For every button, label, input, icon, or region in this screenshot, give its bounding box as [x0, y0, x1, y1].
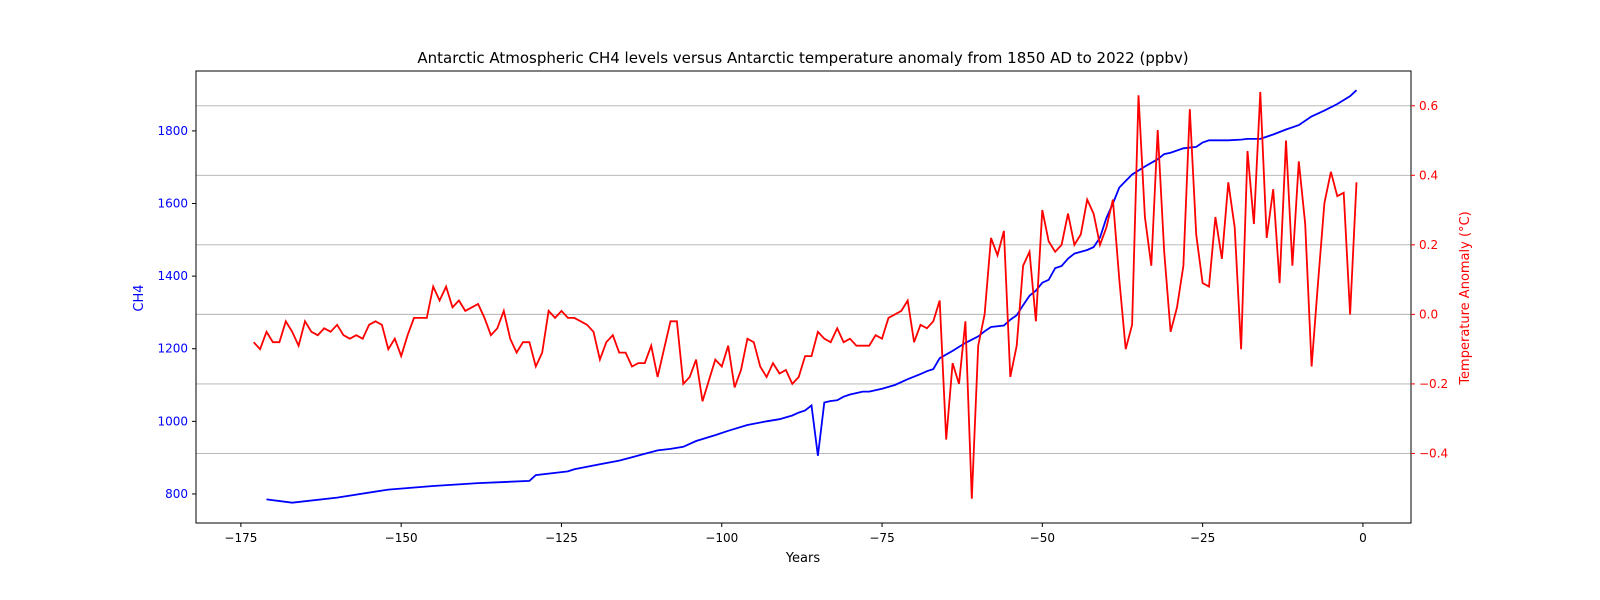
x-tick-label: 0	[1359, 531, 1367, 545]
gridlines	[196, 105, 1411, 454]
y-axis-label-left: CH4	[132, 284, 147, 311]
y-tick-label-right: −0.2	[1419, 377, 1448, 391]
series-line-ch4	[266, 89, 1358, 504]
x-axis-label: Years	[785, 551, 821, 566]
y-tick-label-left: 800	[165, 487, 188, 501]
x-axis: −175 −150 −125 −100 −75 −50 −25 0	[224, 523, 1367, 545]
chart-title: Antarctic Atmospheric CH4 levels versus …	[417, 49, 1188, 67]
x-tick-label: −175	[224, 531, 257, 545]
y-axis-right: −0.4 −0.2 0.0 0.2 0.4 0.6	[1411, 99, 1448, 460]
y-tick-label-right: 0.2	[1419, 238, 1438, 252]
x-tick-label: −25	[1190, 531, 1215, 545]
y-axis-left: 800 1000 1200 1400 1600 1800	[157, 124, 196, 501]
x-tick-label: −75	[869, 531, 894, 545]
series-layer	[253, 89, 1358, 504]
series-line-temperature	[253, 91, 1358, 499]
x-tick-label: −100	[705, 531, 738, 545]
x-tick-label: −50	[1030, 531, 1055, 545]
y-tick-label-right: 0.6	[1419, 99, 1438, 113]
x-tick-label: −125	[545, 531, 578, 545]
x-tick-label: −150	[385, 531, 418, 545]
y-tick-label-right: 0.4	[1419, 168, 1438, 182]
y-tick-label-right: −0.4	[1419, 446, 1448, 460]
y-tick-label-left: 1600	[157, 197, 188, 211]
plot-area-frame	[195, 70, 1412, 524]
y-tick-label-right: 0.0	[1419, 307, 1438, 321]
y-axis-label-right: Temperature Anomaly (°C)	[1458, 211, 1473, 385]
y-tick-label-left: 1800	[157, 124, 188, 138]
y-tick-label-left: 1000	[157, 414, 188, 428]
y-tick-label-left: 1400	[157, 269, 188, 283]
y-tick-label-left: 1200	[157, 342, 188, 356]
